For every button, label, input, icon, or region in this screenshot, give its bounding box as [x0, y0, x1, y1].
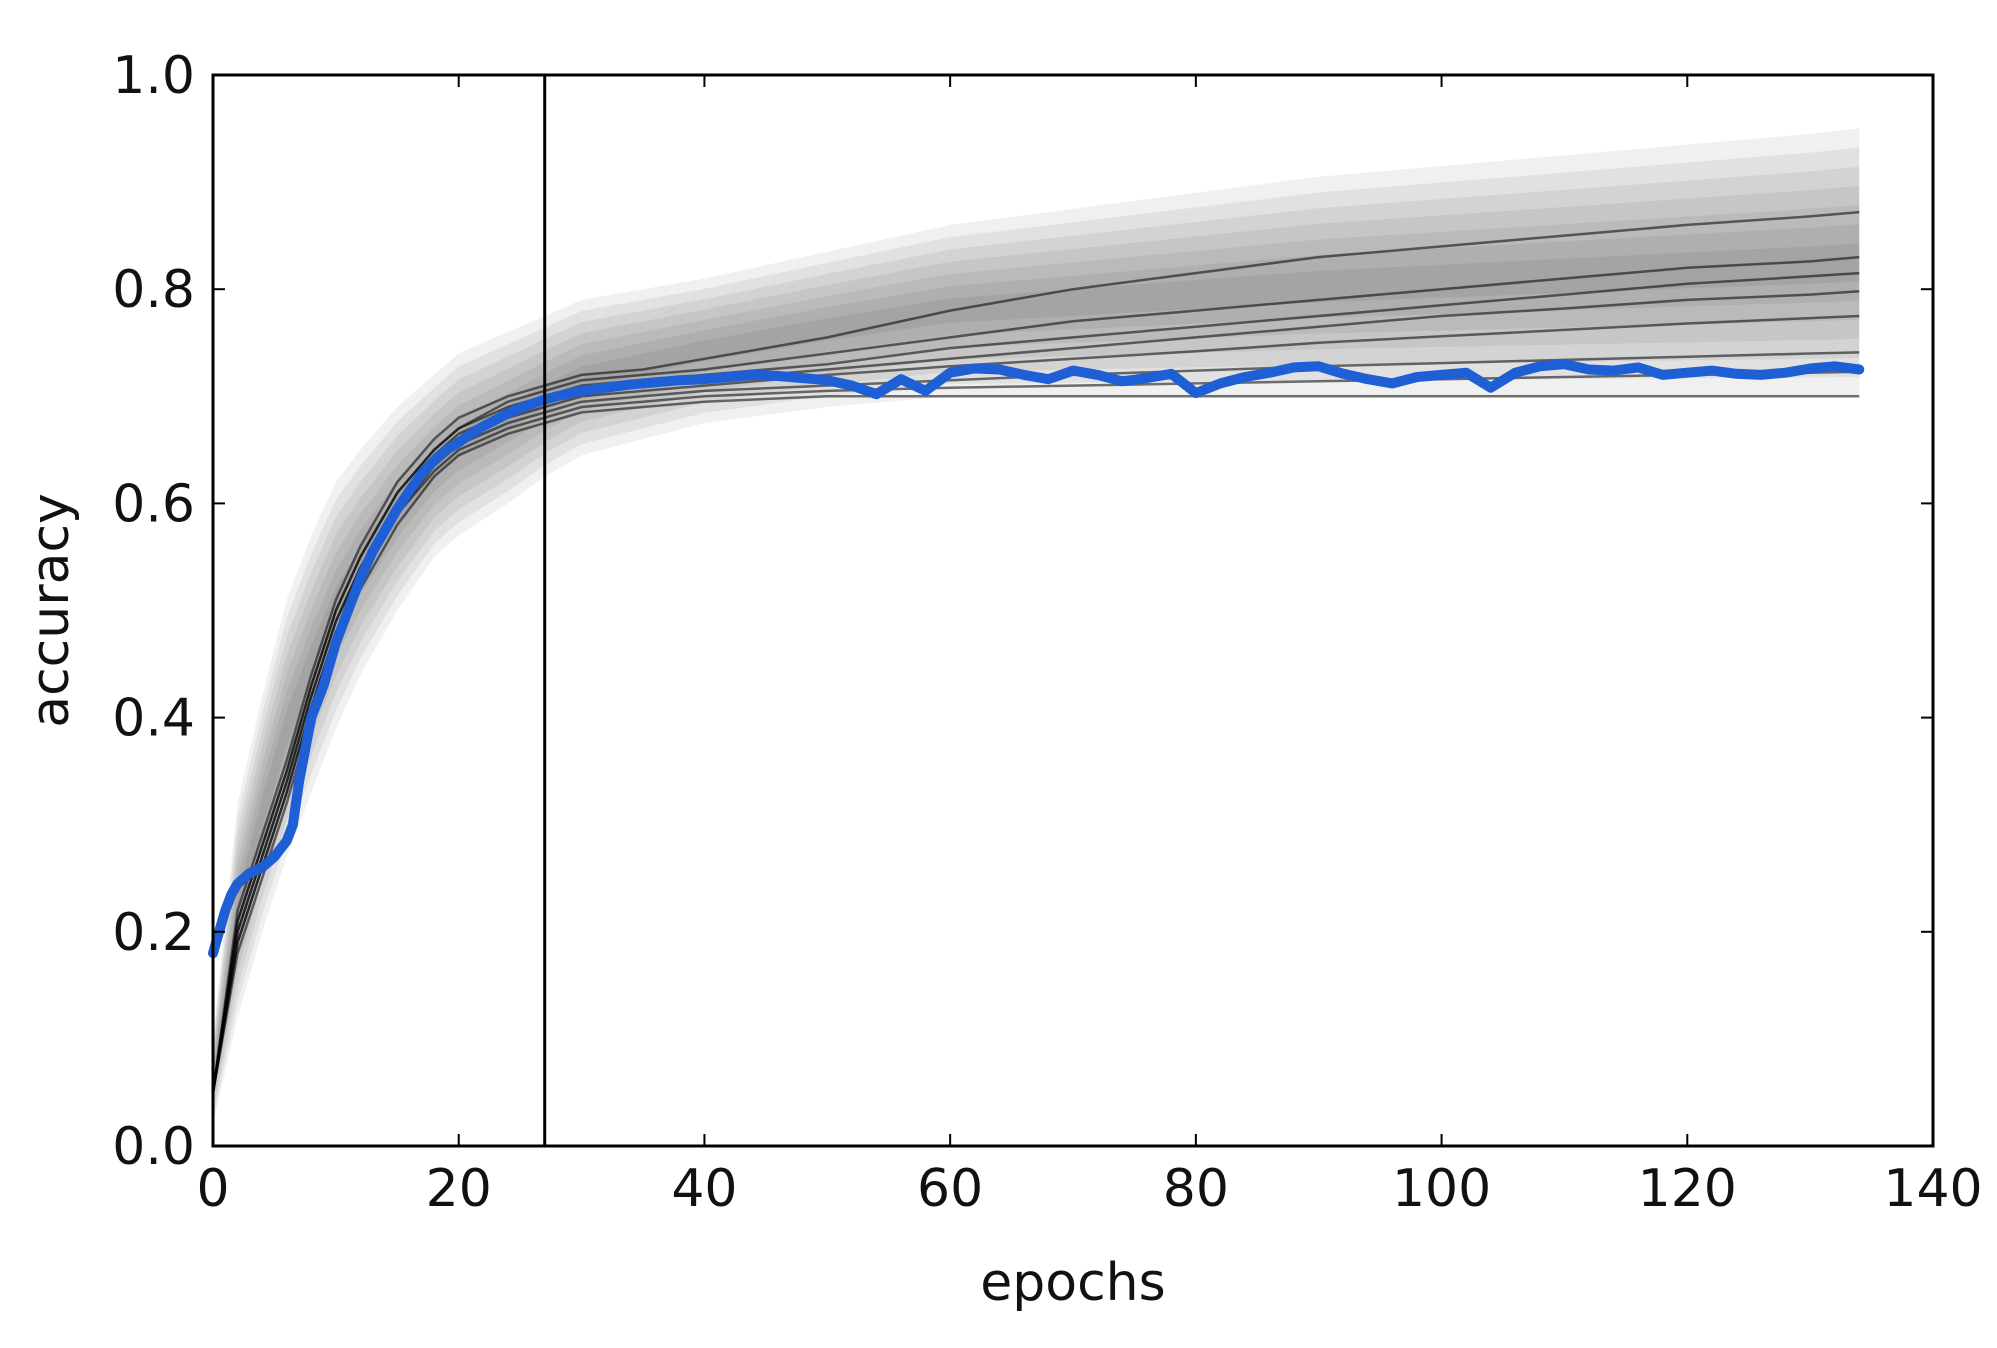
- axis-ticks: [212, 74, 1934, 1147]
- x-axis-label: epochs: [980, 1253, 1165, 1313]
- y-tick-labels: 0.0 0.2 0.4 0.6 0.8 1.0: [112, 46, 195, 1177]
- band-layer-3: [213, 185, 1860, 1107]
- prediction-line-0: [211, 210, 1860, 1093]
- observed-line: [208, 359, 1865, 959]
- prediction-band: [213, 128, 1860, 1125]
- x-tick-label-6: 120: [1638, 1159, 1737, 1219]
- x-tick-label-0: 0: [196, 1159, 229, 1219]
- y-tick-label-5: 1.0: [112, 46, 195, 106]
- x-tick-label-2: 40: [671, 1159, 737, 1219]
- x-tick-label-1: 20: [426, 1159, 492, 1219]
- y-tick-label-1: 0.2: [112, 903, 195, 963]
- band-layer-4: [213, 205, 1860, 1101]
- plot-frame: [211, 73, 1935, 1148]
- y-axis-label: accuracy: [21, 493, 81, 728]
- x-tick-label-7: 140: [1883, 1159, 1982, 1219]
- x-tick-label-4: 80: [1163, 1159, 1229, 1219]
- y-tick-label-2: 0.4: [112, 689, 195, 749]
- prediction-line-2: [211, 271, 1860, 1093]
- y-tick-label-0: 0.0: [112, 1117, 195, 1177]
- y-tick-label-3: 0.6: [112, 474, 195, 534]
- observed-accuracy-series: [208, 359, 1865, 959]
- band-layer-1: [213, 147, 1860, 1119]
- x-tick-label-3: 60: [917, 1159, 983, 1219]
- x-tick-label-5: 100: [1392, 1159, 1491, 1219]
- prediction-line-4: [211, 314, 1860, 1093]
- x-tick-labels: 0 20 40 60 80 100 120 140: [196, 1159, 1982, 1219]
- y-tick-label-4: 0.8: [112, 260, 195, 320]
